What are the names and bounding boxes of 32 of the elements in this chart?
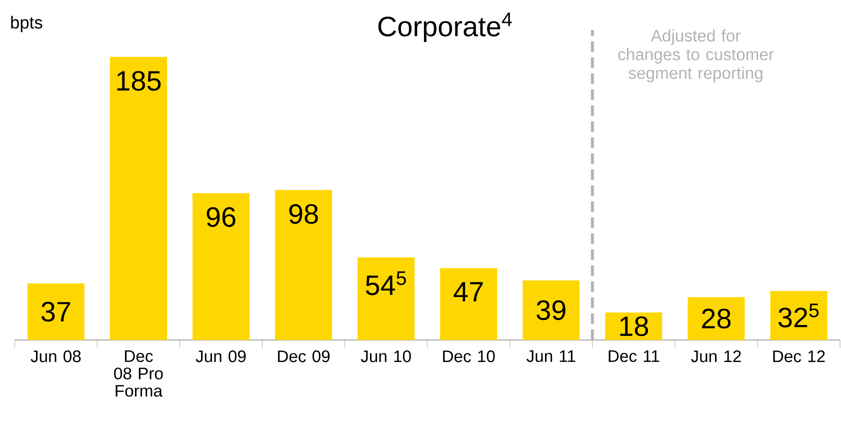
x-tick-label: Dec 10 xyxy=(443,350,495,362)
bar xyxy=(27,283,84,340)
x-tick-label: Dec 11 xyxy=(608,350,660,362)
data-label: 96 xyxy=(206,207,236,227)
x-tick-label: Jun 08 xyxy=(30,350,81,362)
bar xyxy=(770,291,828,340)
data-label: 18 xyxy=(620,316,648,336)
chart-title: Corporate$^{4}$ xyxy=(378,12,512,42)
x-tick-label: Jun 09 xyxy=(196,350,246,362)
x-tick-label: Dec 12 xyxy=(773,350,825,362)
x-tick-label: Jun 11 xyxy=(526,350,576,362)
data-label: 98 xyxy=(289,204,318,224)
x-tick-label: Jun 12 xyxy=(690,350,741,362)
data-label: 32$^{5}$ xyxy=(778,304,819,328)
bar xyxy=(522,280,580,340)
data-label: 185 xyxy=(117,70,161,91)
data-label: 54$^{5}$ xyxy=(366,271,406,296)
y-axis-title: bpts xyxy=(11,16,42,32)
data-label: 28 xyxy=(702,308,731,328)
annotation: Adjusted for changes to customer segment reporting xyxy=(618,29,774,82)
x-tick-label: Jun 10 xyxy=(360,350,411,362)
bar xyxy=(440,268,498,340)
bar xyxy=(110,56,167,340)
bar xyxy=(275,190,332,340)
x-tick-label: Dec 09 xyxy=(278,350,330,362)
x-tick-label: Dec 08 Pro Forma xyxy=(114,350,163,397)
bar xyxy=(358,257,415,340)
data-label: 47 xyxy=(454,282,483,302)
bar xyxy=(688,297,745,340)
data-label: 37 xyxy=(41,302,70,322)
data-label: 39 xyxy=(536,300,566,320)
bar xyxy=(192,193,250,340)
